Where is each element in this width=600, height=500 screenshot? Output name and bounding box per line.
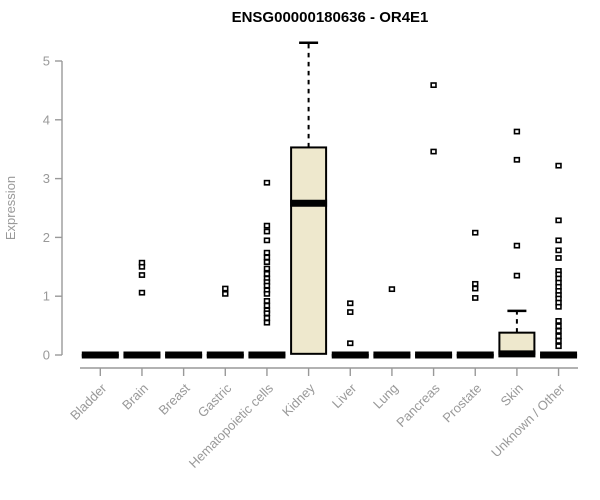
outlier-dot [263, 265, 271, 272]
y-axis-label: Expression [3, 176, 18, 240]
outlier-dot [555, 217, 562, 224]
outlier-dot [263, 302, 271, 309]
y-tick-label: 3 [43, 171, 50, 186]
x-category-label: Bladder [67, 380, 110, 423]
x-category-label: Lung [370, 381, 401, 412]
box [290, 146, 328, 355]
outlier-dot [263, 222, 271, 229]
outlier-dot [513, 156, 521, 163]
outlier-dot [222, 285, 229, 292]
outlier-dot [263, 319, 271, 326]
outlier-dot [263, 310, 271, 317]
x-category-label: Unknown / Other [488, 380, 568, 460]
x-category-label: Pancreas [393, 380, 443, 430]
outlier-dot [555, 162, 562, 169]
x-category-label: Prostate [440, 381, 485, 426]
y-tick-label: 0 [43, 348, 50, 363]
outlier-dot [222, 290, 229, 297]
x-category-label: Brain [119, 381, 151, 413]
x-category-label: Skin [498, 381, 526, 409]
outlier-dot [513, 272, 521, 279]
outlier-dot [555, 247, 562, 254]
outlier-dot [263, 290, 271, 297]
outlier-dot [555, 303, 562, 310]
outlier-dot [263, 315, 271, 321]
outlier-dot [263, 237, 271, 244]
outlier-dot [347, 300, 354, 307]
outlier-dot [263, 254, 271, 261]
outlier-dot [388, 286, 396, 293]
outlier-dot [430, 82, 437, 89]
outlier-dot [138, 263, 146, 270]
outlier-dot [555, 237, 562, 244]
y-tick-label: 1 [43, 289, 50, 304]
outlier-dot [263, 228, 271, 235]
y-tick-label: 5 [43, 54, 50, 69]
outlier-dot [555, 255, 562, 261]
outlier-dot [263, 259, 271, 265]
outlier-dot [555, 333, 562, 340]
x-category-label: Breast [156, 380, 193, 417]
y-tick-label: 2 [43, 230, 50, 245]
outlier-dot [555, 343, 562, 350]
y-tick-label: 4 [43, 112, 50, 127]
x-category-label: Kidney [279, 380, 318, 419]
outlier-dot [263, 270, 271, 277]
x-category-label: Gastric [195, 380, 235, 420]
outlier-dot [263, 249, 271, 256]
x-category-label: Liver [329, 380, 360, 411]
outlier-dot [513, 128, 521, 135]
outlier-dot [263, 298, 271, 304]
outlier-dot [263, 282, 271, 289]
outlier-dot [347, 340, 354, 347]
outlier-dot [472, 229, 479, 236]
outlier-dot [472, 285, 479, 292]
outlier-dot [472, 295, 479, 301]
outlier-dot [513, 242, 521, 249]
chart-title: ENSG00000180636 - OR4E1 [232, 9, 429, 26]
outlier-dot [555, 337, 562, 344]
outlier-dot [430, 148, 437, 155]
outlier-dot [138, 289, 146, 296]
outlier-dot [472, 280, 479, 287]
outlier-dot [347, 309, 354, 315]
outlier-dot [555, 323, 562, 330]
outlier-dot [555, 317, 562, 324]
outlier-dot [138, 272, 146, 278]
outlier-dot [263, 179, 271, 186]
outlier-dot [555, 327, 562, 334]
